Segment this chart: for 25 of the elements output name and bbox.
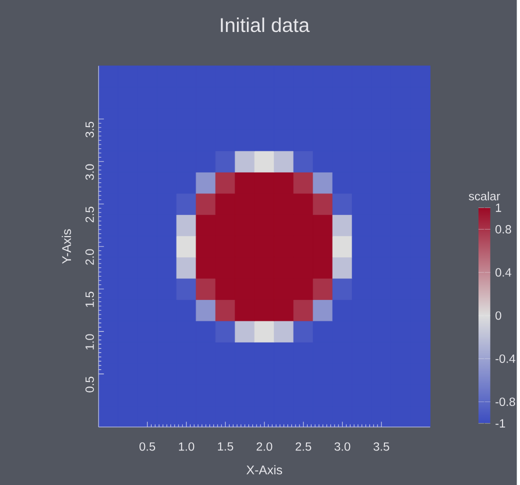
- color-bar-title: scalar: [468, 192, 500, 200]
- x-tick-label: 2.5: [296, 442, 312, 451]
- y-tick-label: 2.5: [85, 206, 94, 222]
- color-bar-label: 0.4: [495, 268, 512, 277]
- x-tick-label: 0.5: [140, 442, 156, 451]
- chart-title: Initial data: [220, 18, 310, 32]
- y-axis-title: Y-Axis: [62, 229, 72, 264]
- y-tick-label: 2.0: [85, 249, 94, 265]
- x-tick-label: 1.0: [178, 442, 194, 451]
- x-tick-label: 3.0: [334, 442, 350, 451]
- y-tick-label: 3.0: [85, 164, 94, 180]
- y-tick-label: 1.0: [85, 334, 94, 350]
- x-tick-label: 1.5: [218, 442, 234, 451]
- color-bar-label: 0: [495, 311, 502, 320]
- x-tick-label: 3.5: [374, 442, 390, 451]
- y-tick-label: 0.5: [85, 376, 94, 392]
- color-bar-label: -0.8: [496, 398, 516, 406]
- color-bar-label: 0.8: [495, 225, 512, 234]
- color-bar-label: -0.4: [496, 354, 516, 363]
- color-bar-label: 1: [496, 204, 502, 212]
- x-tick-label: 2.0: [256, 442, 272, 451]
- color-bar-label: -1: [496, 419, 506, 428]
- y-tick-label: 3.5: [85, 122, 94, 138]
- x-axis-title: X-Axis: [246, 465, 282, 474]
- y-tick-label: 1.5: [86, 292, 94, 307]
